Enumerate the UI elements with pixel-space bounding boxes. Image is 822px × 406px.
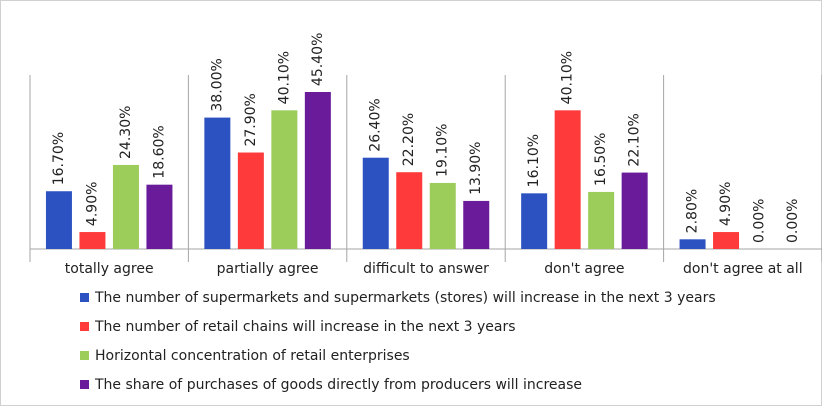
legend-label: Horizontal concentration of retail enter… xyxy=(95,348,410,364)
x-tick-label: don't agree at all xyxy=(683,261,803,277)
value-label: 16.50% xyxy=(593,133,609,186)
bar xyxy=(396,172,423,249)
legend-label: The number of supermarkets and supermark… xyxy=(94,290,716,306)
bar xyxy=(271,110,298,250)
bar xyxy=(713,232,740,249)
value-label: 16.70% xyxy=(51,132,67,185)
value-label: 40.10% xyxy=(276,51,292,104)
legend-label: The number of retail chains will increas… xyxy=(94,319,516,335)
legend-swatch xyxy=(80,322,89,331)
value-label: 38.00% xyxy=(209,58,225,111)
value-label: 16.10% xyxy=(526,134,542,187)
value-label: 24.30% xyxy=(118,106,134,159)
value-label: 27.90% xyxy=(243,93,259,146)
value-label: 18.60% xyxy=(151,125,167,178)
bar xyxy=(112,164,139,249)
bar xyxy=(237,152,264,249)
bar xyxy=(45,191,72,249)
value-label: 4.90% xyxy=(84,182,100,226)
bar xyxy=(554,110,581,250)
x-tick-label: totally agree xyxy=(65,261,154,277)
value-label: 19.10% xyxy=(435,124,451,177)
bar xyxy=(588,191,615,249)
bar xyxy=(679,239,706,249)
bar xyxy=(429,182,456,249)
value-label: 45.40% xyxy=(310,33,326,86)
value-label: 40.10% xyxy=(560,51,576,104)
x-tick-label: partially agree xyxy=(217,261,319,277)
bar xyxy=(204,117,231,250)
legend-swatch xyxy=(80,293,89,302)
bar xyxy=(146,184,173,249)
bar xyxy=(621,172,648,249)
value-label: 22.20% xyxy=(401,113,417,166)
value-label: 13.90% xyxy=(468,142,484,195)
legend-swatch xyxy=(80,380,89,389)
bar xyxy=(463,200,490,249)
bar xyxy=(521,193,548,249)
value-label: 4.90% xyxy=(718,182,734,226)
legend-label: The share of purchases of goods directly… xyxy=(94,377,582,393)
x-tick-label: don't agree xyxy=(544,261,624,277)
value-label: 0.00% xyxy=(785,199,801,243)
bar xyxy=(362,157,389,249)
bar xyxy=(79,232,106,249)
value-label: 22.10% xyxy=(627,113,643,166)
value-label: 0.00% xyxy=(752,199,768,243)
bar xyxy=(304,92,331,249)
value-label: 2.80% xyxy=(685,189,701,233)
value-label: 26.40% xyxy=(368,98,384,151)
legend-swatch xyxy=(80,351,89,360)
x-tick-label: difficult to answer xyxy=(363,261,489,277)
